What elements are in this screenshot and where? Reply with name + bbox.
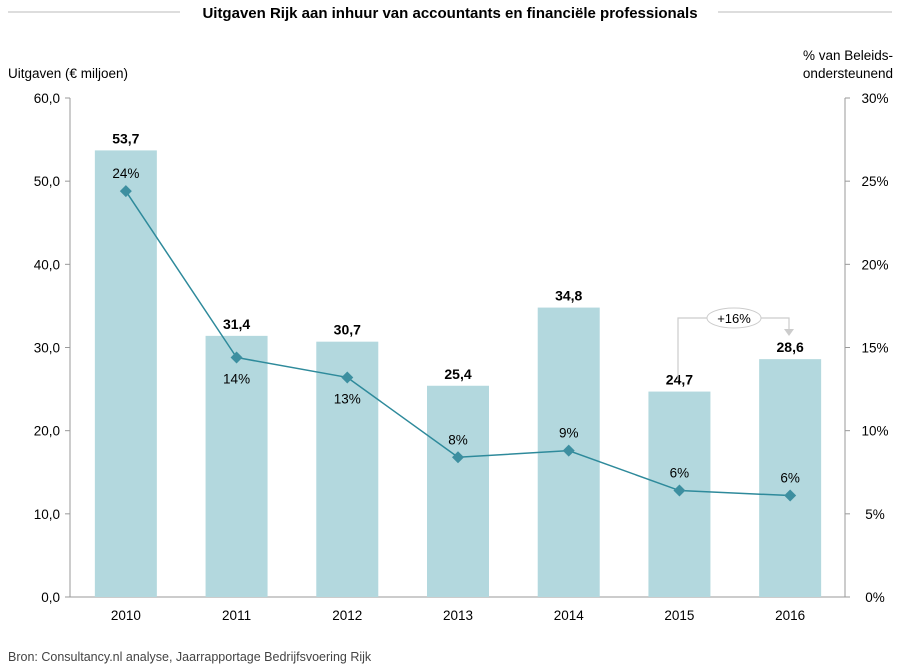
y2-axis-label-line1: % van Beleids- [803,48,893,63]
bar [205,335,268,597]
y-tick-label: 50,0 [34,174,60,189]
y-axis-label: Uitgaven (€ miljoen) [8,66,128,81]
y-tick-label: 30,0 [34,341,60,356]
line-marker [119,185,132,198]
arrow-icon [784,329,794,336]
y-tick-label: 40,0 [34,257,60,272]
bar-value-label: 25,4 [444,366,471,382]
bar-value-label: 34,8 [555,288,582,304]
line-value-label: 8% [448,432,468,447]
line-marker [341,371,354,384]
growth-annotation: +16% [677,307,794,380]
y2-tick-label: 30% [861,91,888,106]
line-value-label: 9% [559,426,579,441]
line-value-label: 6% [670,466,690,481]
line-marker [562,444,575,457]
source-note: Bron: Consultancy.nl analyse, Jaarrappor… [8,650,372,664]
line-marker [784,489,797,502]
bar [316,341,379,597]
y-tick-label: 60,0 [34,91,60,106]
x-tick-label: 2010 [111,608,141,623]
line-value-label: 24% [112,166,139,181]
chart-title: Uitgaven Rijk aan inhuur van accountants… [202,5,697,22]
bar [94,150,157,597]
line-value-label: 13% [334,391,361,406]
bar-value-label: 53,7 [112,130,139,146]
line-marker [452,451,464,464]
y2-tick-label: 15% [861,341,888,356]
y2-tick-label: 0% [865,590,885,605]
bar-value-label: 28,6 [777,339,804,355]
x-tick-label: 2015 [664,608,694,623]
y2-tick-label: 25% [861,174,888,189]
x-tick-label: 2013 [443,608,473,623]
y2-tick-label: 10% [861,424,888,439]
bar-value-label: 31,4 [223,316,250,332]
bar [427,385,489,597]
y2-tick-label: 5% [865,507,885,522]
line-value-label: 14% [223,371,250,386]
line-value-label: 6% [780,471,800,486]
annotation-label: +16% [717,311,751,326]
x-tick-label: 2011 [222,608,251,623]
y2-tick-label: 20% [861,257,888,272]
line-marker [230,351,243,364]
bar-value-label: 30,7 [334,322,361,338]
line-marker [673,484,686,497]
y2-axis-label-line2: ondersteunend [803,66,893,81]
y-tick-label: 20,0 [34,424,60,439]
y-tick-label: 0,0 [41,590,60,605]
y-tick-label: 10,0 [34,507,60,522]
x-tick-label: 2014 [554,608,585,623]
bar-value-label: 24,7 [666,372,693,388]
x-tick-label: 2016 [775,608,805,623]
bar [759,359,822,597]
x-tick-label: 2012 [332,608,362,623]
